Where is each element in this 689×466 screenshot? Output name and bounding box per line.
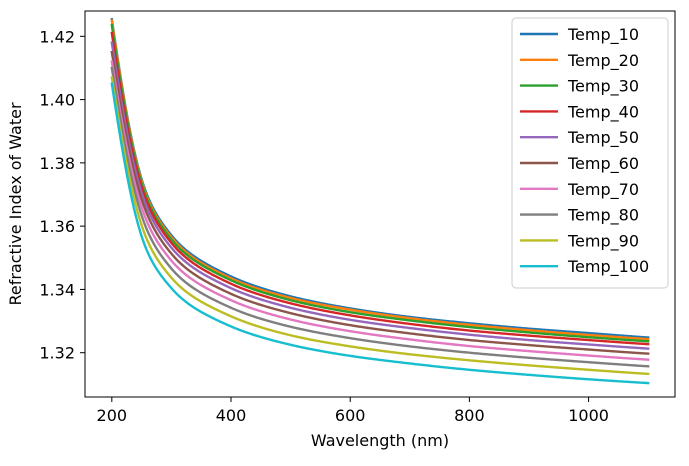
series-line-temp-100: [110, 82, 650, 385]
x-tick-label: 800: [454, 406, 485, 425]
legend-label: Temp_10: [567, 25, 639, 45]
y-tick-label: 1.34: [39, 280, 75, 299]
legend-label: Temp_50: [567, 128, 639, 148]
legend: Temp_10 Temp_20 Temp_30 Temp_40 Temp_50 Temp_…: [511, 17, 669, 289]
series-line-temp-20: [110, 19, 650, 341]
y-tick-label: 1.42: [39, 27, 75, 46]
x-tick-label: 400: [216, 406, 247, 425]
legend-label: Temp_70: [567, 180, 639, 200]
y-axis: 1.32 1.34 1.36 1.38 1.40 1.42: [39, 27, 85, 363]
legend-label: Temp_30: [567, 77, 639, 97]
legend-label: Temp_90: [567, 231, 639, 251]
x-axis: 200 400 600 800 1000: [97, 397, 609, 425]
legend-label: Temp_40: [567, 102, 639, 122]
series-line-temp-60: [110, 50, 650, 355]
y-tick-label: 1.40: [39, 91, 75, 110]
series-line-temp-80: [110, 66, 650, 368]
series-line-temp-70: [110, 60, 650, 361]
plot-area-frame: [84, 10, 676, 398]
series-line-temp-30: [110, 23, 650, 343]
y-tick-label: 1.38: [39, 154, 75, 173]
legend-label: Temp_80: [567, 206, 639, 226]
y-axis-label: Refractive Index of Water: [6, 102, 25, 306]
series-line-temp-40: [110, 31, 650, 346]
x-tick-label: 600: [335, 406, 366, 425]
y-tick-label: 1.32: [39, 344, 75, 363]
legend-label: Temp_100: [567, 257, 649, 277]
series-layer: [110, 17, 650, 385]
x-axis-label: Wavelength (nm): [311, 431, 449, 450]
x-tick-label: 1000: [568, 406, 609, 425]
series-line-temp-50: [110, 41, 650, 350]
legend-label: Temp_60: [567, 154, 639, 174]
y-tick-label: 1.36: [39, 217, 75, 236]
legend-label: Temp_20: [567, 51, 639, 71]
series-line-temp-10: [110, 17, 650, 339]
x-tick-label: 200: [97, 406, 128, 425]
series-line-temp-90: [110, 76, 650, 376]
